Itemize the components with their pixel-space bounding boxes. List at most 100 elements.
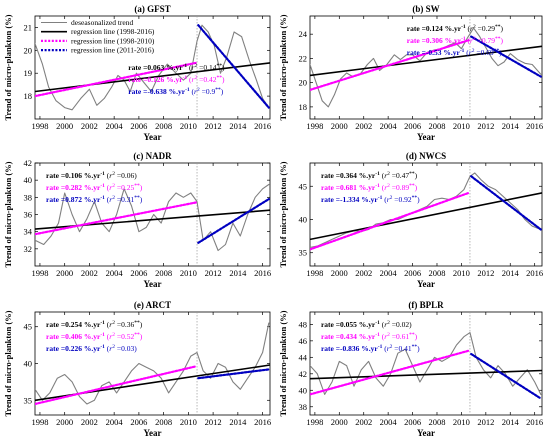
x-tick-label: 2002	[81, 268, 98, 278]
y-tick-label: 22	[299, 53, 308, 63]
rate-annotation: rate =0.364 %.yr-1 (r2 =0.47**)	[321, 171, 418, 180]
x-tick-label: 2012	[477, 121, 494, 131]
x-tick-label: 2010	[453, 121, 470, 131]
y-tick-label: 24	[299, 29, 308, 39]
series-regression-late	[197, 24, 270, 109]
y-tick-label: 45	[24, 322, 33, 332]
legend-entry: regression line (1998-2010)	[71, 36, 155, 45]
y-tick-label: 32	[24, 244, 33, 254]
x-tick-label: 2010	[180, 417, 197, 427]
y-tick-label: 21	[24, 22, 33, 32]
x-tick-label: 2002	[81, 121, 98, 131]
x-tick-label: 2004	[106, 268, 124, 278]
series-regression-late	[470, 352, 542, 400]
series-regression-late	[470, 35, 542, 78]
x-tick-label: 1998	[306, 121, 323, 131]
x-axis-label: Year	[144, 428, 162, 438]
y-tick-label: 40	[24, 359, 33, 369]
panel-title: (c) NADR	[133, 151, 172, 161]
x-tick-label: 2002	[355, 417, 372, 427]
x-tick-label: 2002	[355, 268, 372, 278]
x-tick-label: 2016	[254, 121, 271, 131]
series-trend	[310, 27, 542, 108]
x-tick-label: 2004	[380, 417, 398, 427]
panel-b: (b) SW 1998 2000 2002 2004 2006 2008 2010 2012 20…	[278, 4, 543, 142]
x-tick-label: 2004	[380, 268, 398, 278]
x-tick-label: 2012	[477, 268, 494, 278]
legend-entry: deseasonalized trend	[71, 18, 134, 27]
y-tick-label: 35	[299, 248, 308, 258]
rate-annotation: rate =0.254 %.yr-1 (r2 =0.36**)	[46, 320, 143, 329]
x-tick-label: 2016	[254, 417, 271, 427]
y-tick-label: 19	[24, 68, 33, 78]
x-axis-label: Year	[417, 428, 435, 438]
x-tick-label: 2012	[477, 417, 494, 427]
x-tick-label: 2010	[453, 268, 470, 278]
series-regression-early	[35, 61, 197, 98]
x-tick-label: 2002	[355, 121, 372, 131]
panel-title: (d) NWCS	[406, 151, 446, 161]
series-regression-all	[310, 45, 542, 77]
panel-title: (e) ARCT	[134, 300, 171, 310]
x-tick-label: 1998	[306, 417, 323, 427]
series-regression-all	[310, 369, 542, 380]
rate-annotation: rate =-0.53 %.yr-1 (r2 =0.69**)	[407, 48, 502, 57]
series-regression-late	[470, 175, 542, 231]
rate-annotation: rate =0.406 %.yr-1 (r2 =0.52**)	[46, 332, 143, 341]
x-tick-label: 2008	[428, 121, 445, 131]
legend-entry: regression line (1998-2016)	[71, 27, 155, 36]
plot-frame	[309, 15, 543, 120]
panel-title: (a) GFST	[134, 4, 170, 14]
rate-annotation: rate =0.872 %.yr-1 (r2 =0.31**)	[46, 195, 143, 204]
x-tick-label: 2000	[331, 268, 348, 278]
x-axis-label: Year	[144, 132, 162, 142]
x-tick-label: 2000	[56, 121, 73, 131]
x-tick-label: 2008	[428, 268, 445, 278]
x-tick-label: 2008	[155, 268, 172, 278]
panel-f: (f) BPLR 1998 2000 2002 2004 2006 2008 2010 2012…	[278, 300, 543, 438]
rate-annotation: rate =-0.836 %.yr-1 (r2 =0.41**)	[321, 344, 420, 353]
y-tick-label: 48	[299, 319, 308, 329]
x-tick-label: 1998	[31, 268, 48, 278]
plot-frame	[34, 15, 271, 120]
x-tick-label: 1998	[306, 268, 323, 278]
series-regression-early	[310, 39, 470, 91]
rate-annotation: rate =-0.638 %.yr-1 (r2 =0.9**)	[128, 87, 223, 96]
x-tick-label: 2006	[130, 417, 147, 427]
x-tick-label: 2008	[155, 417, 172, 427]
x-tick-label: 2006	[404, 417, 421, 427]
legend-entry: regression line (2011-2016)	[71, 46, 155, 55]
x-tick-label: 2010	[180, 268, 197, 278]
x-tick-label: 2002	[81, 417, 98, 427]
x-tick-label: 2006	[404, 121, 421, 131]
y-tick-label: 20	[24, 45, 33, 55]
x-tick-label: 2006	[130, 121, 147, 131]
rate-annotation: rate =0.226 %.yr-1 (r2 =0.03)	[46, 344, 137, 353]
x-tick-label: 2014	[502, 268, 520, 278]
y-tick-label: 36	[24, 210, 33, 220]
series-trend	[310, 332, 542, 395]
x-tick-label: 2012	[205, 268, 222, 278]
series-trend	[35, 183, 270, 252]
x-tick-label: 2000	[56, 417, 73, 427]
x-tick-label: 1998	[31, 417, 48, 427]
x-tick-label: 2006	[404, 268, 421, 278]
y-tick-label: 38	[24, 192, 33, 202]
x-tick-label: 2000	[56, 268, 73, 278]
series-regression-late	[197, 368, 270, 380]
panel-title: (f) BPLR	[408, 300, 444, 310]
y-axis-label: Trend of micro-plankton (%)	[3, 310, 13, 416]
y-tick-label: 40	[299, 214, 308, 224]
x-tick-label: 2014	[502, 417, 520, 427]
y-tick-label: 45	[299, 181, 308, 191]
y-axis-label: Trend of micro-plankton (%)	[3, 14, 13, 120]
y-axis-label: Trend of micro-plankton (%)	[3, 161, 13, 267]
series-trend	[35, 322, 270, 405]
x-tick-label: 2014	[229, 417, 247, 427]
series-regression-all	[35, 62, 270, 93]
y-tick-label: 18	[299, 102, 308, 112]
x-tick-label: 2010	[180, 121, 197, 131]
rate-annotation: rate =-1.334 %.yr-1 (r2 =0.92**)	[321, 195, 420, 204]
